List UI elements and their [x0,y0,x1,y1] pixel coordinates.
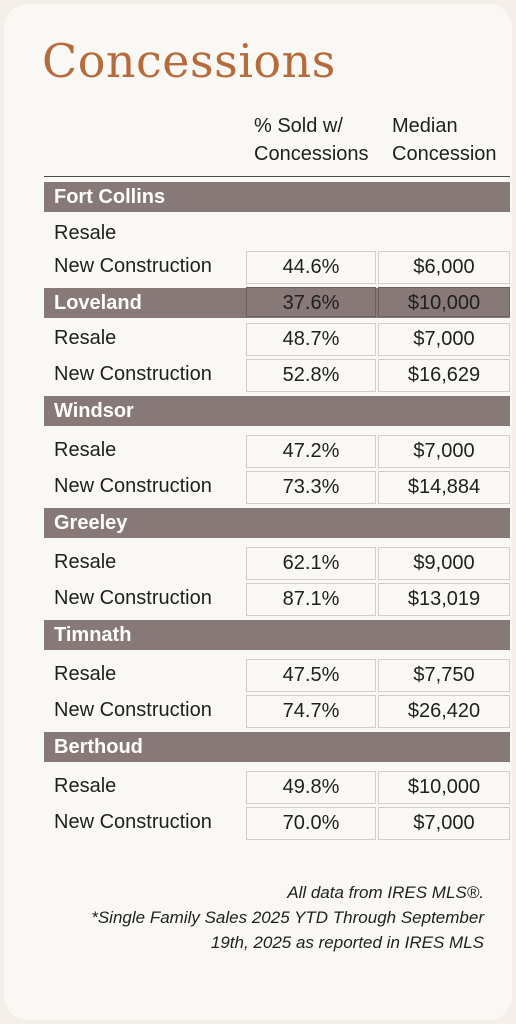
median-cell: $9,000 [378,547,510,580]
footnote: All data from IRES MLS®. *Single Family … [24,880,484,955]
table-row: New Construction 70.0% $7,000 [44,804,510,840]
table-row: Resale 49.8% $10,000 [44,768,510,804]
row-label: Resale [54,551,117,573]
pct-cell: 47.2% [246,435,376,468]
table-row: Resale 47.2% $7,000 [44,432,510,468]
section-header-loveland: Loveland 37.6% $10,000 [44,287,510,318]
pct-cell: 62.1% [246,547,376,580]
median-cell: $10,000 [378,771,510,804]
median-cell: $13,019 [378,583,510,616]
row-label: New Construction [54,587,212,609]
section-header-windsor: Windsor [44,396,510,426]
median-cell: $7,000 [378,435,510,468]
section-name: Timnath [54,624,132,646]
concessions-table: Fort Collins Resale New Construction 44.… [44,182,510,840]
table-row: New Construction 87.1% $13,019 [44,580,510,616]
pct-cell: 87.1% [246,583,376,616]
header-rule [44,176,510,177]
row-label: Resale [54,439,117,461]
pct-cell: 49.8% [246,771,376,804]
row-label: New Construction [54,255,212,277]
row-label: New Construction [54,363,212,385]
section-name: Fort Collins [54,186,166,208]
table-row: Resale 47.5% $7,750 [44,656,510,692]
footnote-detail-line-2: 19th, 2025 as reported in IRES MLS [210,933,484,952]
row-label: Resale [54,775,117,797]
section-header-berthoud: Berthoud [44,732,510,762]
median-cell: $16,629 [378,359,510,392]
footnote-detail-line-1: *Single Family Sales 2025 YTD Through Se… [91,908,484,927]
table-row: Resale 62.1% $9,000 [44,544,510,580]
median-cell: $26,420 [378,695,510,728]
row-label: New Construction [54,811,212,833]
column-header-pct-sold: % Sold w/ Concessions [254,115,369,165]
median-cell: $10,000 [378,287,510,317]
table-row: New Construction 74.7% $26,420 [44,692,510,728]
row-label: Resale [54,222,117,244]
pct-cell: 52.8% [246,359,376,392]
section-name: Windsor [54,400,134,422]
page-title: Concessions [42,34,336,88]
table-row: Resale [44,218,510,248]
row-label: New Construction [54,475,212,497]
row-label: New Construction [54,699,212,721]
section-name: Loveland [54,292,142,314]
pct-cell: 70.0% [246,807,376,840]
median-cell: $7,750 [378,659,510,692]
table-row: Resale 48.7% $7,000 [44,320,510,356]
column-header-median-concession: Median Concession [392,115,497,165]
pct-cell: 47.5% [246,659,376,692]
row-label: Resale [54,327,117,349]
pct-cell: 48.7% [246,323,376,356]
section-header-timnath: Timnath [44,620,510,650]
pct-cell: 73.3% [246,471,376,504]
table-row: New Construction 52.8% $16,629 [44,356,510,392]
median-cell: $7,000 [378,807,510,840]
section-name: Greeley [54,512,128,534]
pct-cell: 37.6% [246,287,376,317]
pct-cell: 74.7% [246,695,376,728]
section-name: Berthoud [54,736,143,758]
row-label: Resale [54,663,117,685]
median-cell: $6,000 [378,251,510,284]
footnote-source: All data from IRES MLS®. [287,883,484,902]
median-cell: $7,000 [378,323,510,356]
table-row: New Construction 73.3% $14,884 [44,468,510,504]
section-header-fort-collins: Fort Collins [44,182,510,212]
pct-cell: 44.6% [246,251,376,284]
median-cell: $14,884 [378,471,510,504]
table-row: New Construction 44.6% $6,000 [44,248,510,284]
concessions-card: Concessions % Sold w/ Concessions Median… [4,4,512,1020]
section-header-greeley: Greeley [44,508,510,538]
